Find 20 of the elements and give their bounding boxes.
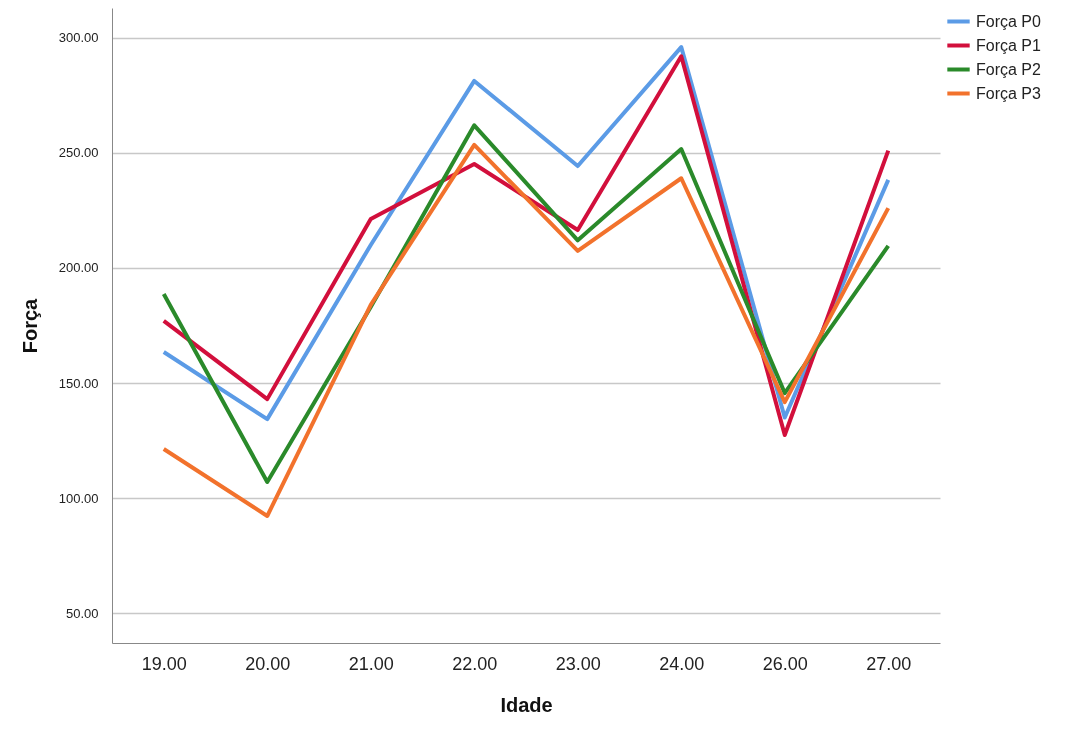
y-tick-label: 250.00 xyxy=(58,145,99,161)
x-tick-label: 20.00 xyxy=(245,653,291,674)
x-tick-label: 23.00 xyxy=(555,653,601,674)
x-tick-label: 26.00 xyxy=(762,653,808,674)
y-tick-label: 150.00 xyxy=(58,375,99,391)
y-tick-label: 100.00 xyxy=(58,490,99,506)
x-tick-label: 24.00 xyxy=(659,653,705,674)
y-tick-label: 50.00 xyxy=(65,605,99,621)
legend-label: Força P0 xyxy=(976,12,1042,30)
legend-label: Força P3 xyxy=(976,84,1042,102)
y-tick-label: 300.00 xyxy=(58,30,99,46)
x-tick-label: 22.00 xyxy=(452,653,498,674)
y-tick-label: 200.00 xyxy=(58,260,99,276)
x-tick-label: 19.00 xyxy=(141,653,187,674)
legend-label: Força P1 xyxy=(976,36,1042,54)
legend-label: Força P2 xyxy=(976,60,1042,78)
x-axis-title: Idade xyxy=(500,693,553,716)
x-tick-label: 27.00 xyxy=(866,653,912,674)
y-axis-title: Força xyxy=(18,297,41,354)
x-tick-label: 21.00 xyxy=(348,653,394,674)
